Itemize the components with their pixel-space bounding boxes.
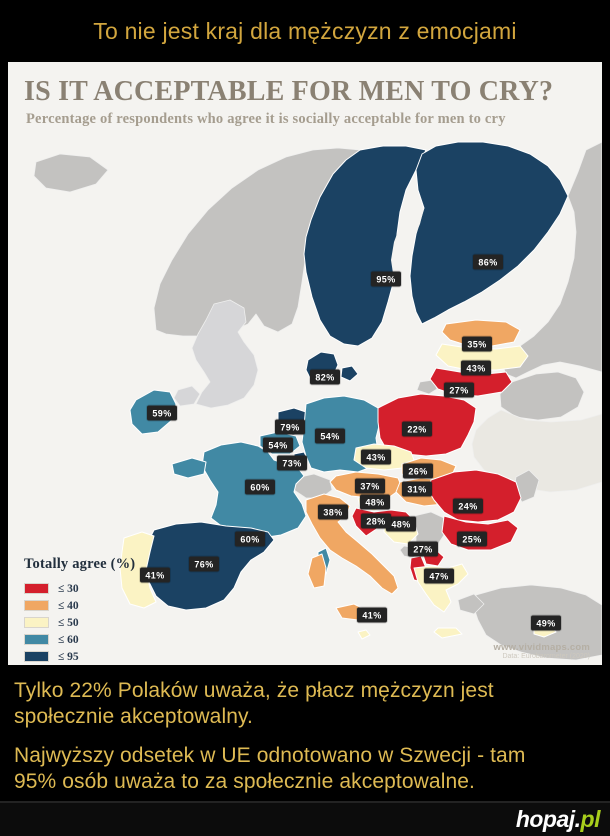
country-estonia — [441, 319, 521, 347]
legend-row-le60: ≤ 60 — [24, 631, 135, 648]
legend-row-le95: ≤ 95 — [24, 648, 135, 665]
country-greece-crete — [433, 627, 463, 639]
map-label-netherlands: 79% — [275, 419, 305, 435]
map-label-germany: 54% — [315, 428, 345, 444]
map-label-italy: 38% — [318, 504, 348, 520]
country-northern-ireland — [173, 385, 201, 407]
map-label-andorra: 60% — [235, 531, 265, 547]
caption-paragraph-1: Tylko 22% Polaków uważa, że płacz mężczy… — [14, 678, 600, 730]
watermark-source: Data: Eurobarometer (2020) — [502, 653, 590, 661]
map-label-france: 60% — [245, 479, 275, 495]
caption-line: Najwyższy odsetek w UE odnotowano w Szwe… — [14, 744, 526, 767]
map-label-lithuania: 27% — [444, 382, 474, 398]
map-label-cyprus: 49% — [531, 615, 561, 631]
map-label-belgium: 54% — [263, 437, 293, 453]
map-legend: Totally agree (%) ≤ 30 ≤ 40 ≤ 50 ≤ 60 ≤ 95 — [24, 556, 135, 665]
map-label-bulgaria: 25% — [457, 531, 487, 547]
country-france-brittany — [171, 457, 207, 479]
gulf-of-bothnia — [391, 208, 424, 340]
map-label-romania: 24% — [453, 498, 483, 514]
map-label-finland: 86% — [473, 254, 503, 270]
map-label-denmark: 82% — [310, 369, 340, 385]
map-label-austria: 37% — [355, 478, 385, 494]
country-portugal — [119, 531, 157, 609]
watermark-url: www.vividmaps.com — [493, 642, 590, 653]
map-label-bosnia-and-herzegovina: 48% — [386, 516, 416, 532]
map-label-latvia: 43% — [461, 360, 491, 376]
top-banner: To nie jest kraj dla mężczyzn z emocjami — [0, 0, 610, 62]
caption-block: Tylko 22% Polaków uważa, że płacz mężczy… — [0, 665, 610, 801]
legend-label-le40: ≤ 40 — [58, 599, 79, 612]
legend-title: Totally agree (%) — [24, 556, 136, 572]
country-romania — [427, 469, 522, 523]
legend-label-le60: ≤ 60 — [58, 633, 79, 646]
map-label-portugal: 41% — [140, 567, 170, 583]
map-image: IS IT ACCEPTABLE FOR MEN TO CRY? Percent… — [8, 62, 602, 665]
map-label-spain: 76% — [189, 556, 219, 572]
map-label-poland: 22% — [402, 421, 432, 437]
watermark: www.vividmaps.com Data: Eurobarometer (2… — [494, 642, 591, 662]
legend-row-le50: ≤ 50 — [24, 614, 135, 631]
legend-swatch-le50 — [24, 617, 49, 628]
legend-label-le50: ≤ 50 — [58, 616, 79, 629]
country-belarus — [499, 371, 585, 421]
caption-line: Tylko 22% Polaków uważa, że płacz mężczy… — [14, 679, 494, 702]
country-ukraine — [471, 409, 602, 493]
map-label-slovakia: 26% — [403, 463, 433, 479]
map-label-estonia: 35% — [462, 336, 492, 352]
map-label-ireland: 59% — [147, 405, 177, 421]
legend-label-le95: ≤ 95 — [58, 650, 79, 663]
country-italy-sardinia — [307, 553, 327, 589]
map-label-north-macedonia: 27% — [408, 541, 438, 557]
country-turkey-thrace — [457, 593, 485, 615]
legend-label-le30: ≤ 30 — [58, 582, 79, 595]
country-denmark-island — [340, 365, 359, 382]
country-switzerland — [293, 473, 333, 499]
map-label-luxembourg: 73% — [277, 455, 307, 471]
map-label-malta: 41% — [357, 607, 387, 623]
legend-swatch-le95 — [24, 651, 49, 662]
caption-paragraph-2: Najwyższy odsetek w UE odnotowano w Szwe… — [14, 743, 600, 795]
map-subtitle: Percentage of respondents who agree it i… — [26, 111, 506, 127]
map-label-czechia: 43% — [361, 449, 391, 465]
map-title: IS IT ACCEPTABLE FOR MEN TO CRY? — [24, 76, 554, 107]
footer-bar: hopaj.pl — [0, 801, 610, 836]
country-iceland — [33, 153, 109, 193]
legend-rows: ≤ 30 ≤ 40 ≤ 50 ≤ 60 ≤ 95 — [24, 580, 135, 665]
country-united-kingdom — [191, 299, 259, 409]
country-finland — [409, 141, 569, 325]
map-label-sweden: 95% — [371, 271, 401, 287]
hopaj-logo-accent: pl — [580, 806, 601, 832]
legend-row-le40: ≤ 40 — [24, 597, 135, 614]
hopaj-logo[interactable]: hopaj.pl — [515, 806, 601, 832]
legend-row-le30: ≤ 30 — [24, 580, 135, 597]
legend-swatch-le60 — [24, 634, 49, 645]
map-label-croatia: 28% — [361, 513, 391, 529]
country-sweden — [303, 145, 427, 347]
legend-swatch-le30 — [24, 583, 49, 594]
top-banner-title: To nie jest kraj dla mężczyzn z emocjami — [93, 17, 517, 44]
country-malta — [357, 629, 371, 640]
caption-line: 95% osób uważa to za społecznie akceptow… — [14, 770, 475, 793]
map-label-greece: 47% — [424, 568, 454, 584]
europe-choropleth-map — [8, 62, 602, 665]
map-label-slovenia: 48% — [360, 494, 390, 510]
legend-swatch-le40 — [24, 600, 49, 611]
map-label-hungary: 31% — [402, 481, 432, 497]
caption-line: społecznie akceptowalny. — [14, 705, 253, 728]
hopaj-logo-main: hopaj. — [515, 806, 581, 832]
